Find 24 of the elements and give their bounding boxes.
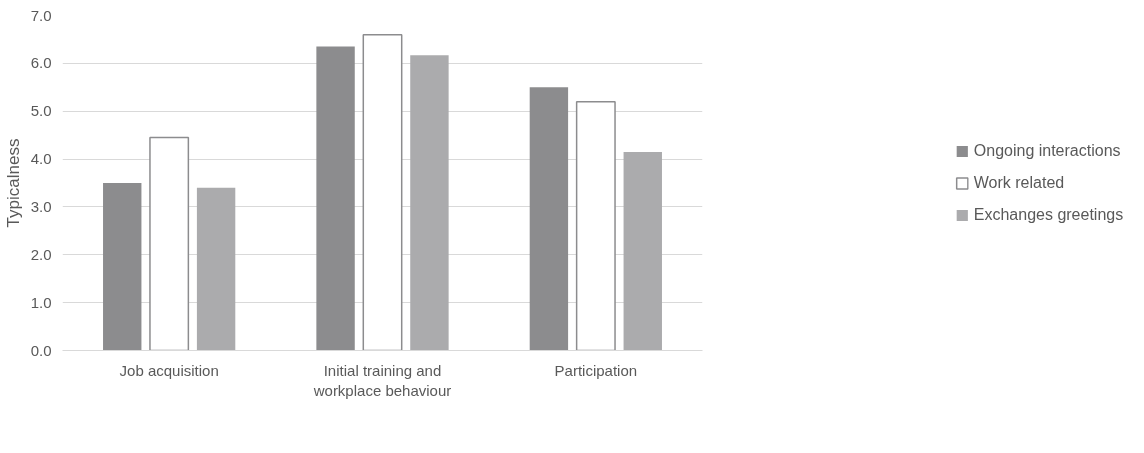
y-tick-label: 3.0 <box>30 197 52 215</box>
y-tick-label: 5.0 <box>30 102 52 120</box>
bar <box>316 46 355 351</box>
bar <box>529 87 569 351</box>
y-tick-label: 0.0 <box>30 341 52 359</box>
y-tick-label: 1.0 <box>30 293 52 311</box>
legend-label: Ongoing interactions <box>973 141 1121 160</box>
legend-label: Work related <box>973 173 1065 192</box>
bar <box>196 187 236 351</box>
legend-label: Exchanges greetings <box>973 205 1124 224</box>
x-tick-label: Initial training and workplace behaviour <box>312 361 452 399</box>
y-axis-title: Typicalness <box>3 138 23 228</box>
y-tick-label: 4.0 <box>30 150 52 168</box>
bar <box>103 183 142 351</box>
y-tick-label: 7.0 <box>30 6 52 24</box>
bar <box>362 33 403 351</box>
bar <box>623 151 662 351</box>
y-tick-label: 6.0 <box>30 54 52 72</box>
x-tick-label: Participation <box>554 361 638 379</box>
x-tick-label: Job acquisition <box>119 361 219 379</box>
bar <box>575 100 616 351</box>
y-tick-label: 2.0 <box>30 245 52 263</box>
bar <box>410 55 449 351</box>
bar <box>149 136 190 351</box>
